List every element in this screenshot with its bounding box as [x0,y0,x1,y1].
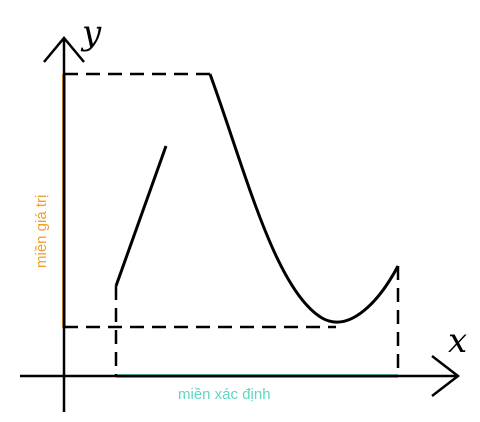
range-label: miền giá trị [33,195,50,268]
graph-right-curve [208,73,400,324]
domain-label: miền xác định [178,386,271,403]
y-axis-arrowhead [43,36,85,63]
dashed-guides [64,72,400,376]
x-axis-label: x [448,321,467,361]
graph-left-segment [114,145,168,287]
y-axis-label: y [80,13,102,53]
x-axis-arrowhead [431,355,461,397]
